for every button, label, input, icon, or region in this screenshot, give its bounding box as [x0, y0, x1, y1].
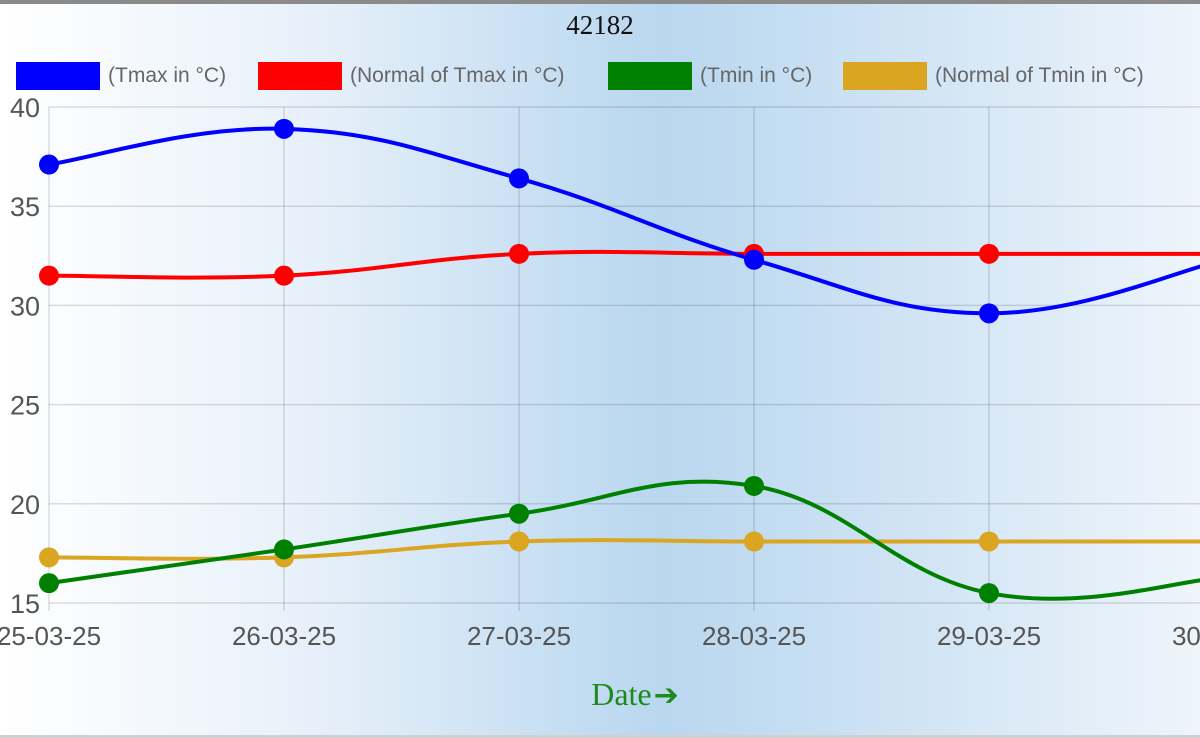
legend-label-normal-tmax: (Normal of Tmax in °C) [350, 64, 565, 87]
data-point-tmax [979, 303, 999, 324]
data-point-tmin [39, 573, 59, 594]
series-line-tmax [47, 126, 1200, 316]
data-point-tmin [509, 503, 529, 524]
data-point-normal-tmax [39, 265, 59, 286]
series-lines [47, 126, 1200, 601]
x-axis-title: Date➔ [0, 676, 1200, 713]
legend-swatch-tmax [16, 62, 100, 90]
data-point-normal-tmin [979, 531, 999, 552]
data-point-normal-tmax [274, 265, 294, 286]
series-line-tmin [47, 479, 1200, 601]
legend-swatch-normal-tmax [258, 62, 342, 90]
chart-title: 42182 [566, 10, 634, 40]
legend-item-normal-tmax[interactable]: (Normal of Tmax in °C) [258, 56, 565, 96]
bottom-border [0, 735, 1200, 738]
data-point-normal-tmax [979, 243, 999, 264]
legend-swatch-tmin [608, 62, 692, 90]
legend-label-normal-tmin: (Normal of Tmin in °C) [935, 64, 1144, 87]
series-line-normal-tmax [47, 249, 1200, 280]
y-tick-label: 35 [10, 192, 40, 222]
right-arrow-icon: ➔ [653, 678, 679, 713]
x-tick-label: 29-03-25 [937, 621, 1041, 651]
y-tick-label: 40 [10, 93, 40, 123]
y-tick-label: 30 [10, 291, 40, 321]
data-point-tmin [744, 475, 764, 496]
data-point-tmax [509, 168, 529, 189]
x-axis-ticks: 25-03-25 26-03-25 27-03-25 28-03-25 29-03-25… [0, 621, 1200, 651]
x-tick-label: 30-03-25 [1172, 621, 1200, 651]
legend-label-tmin: (Tmin in °C) [700, 64, 813, 87]
legend-item-tmax[interactable]: (Tmax in °C) [16, 56, 226, 96]
data-point-normal-tmin [39, 547, 59, 568]
legend-item-normal-tmin[interactable]: (Normal of Tmin in °C) [843, 56, 1144, 96]
x-tick-label: 27-03-25 [467, 621, 571, 651]
data-point-normal-tmin [744, 531, 764, 552]
data-point-normal-tmax [509, 243, 529, 264]
data-point-tmin [979, 583, 999, 604]
data-point-tmax [744, 249, 764, 270]
y-tick-label: 25 [10, 391, 40, 421]
top-border [0, 0, 1200, 4]
data-point-tmax [274, 118, 294, 139]
x-tick-label: 25-03-25 [0, 621, 101, 651]
legend: (Tmax in °C) (Normal of Tmax in °C) (Tmi… [0, 56, 1200, 96]
series-points [39, 118, 999, 604]
legend-item-tmin[interactable]: (Tmin in °C) [608, 56, 812, 96]
y-axis-ticks: 15 20 25 30 35 40 [10, 93, 40, 619]
y-tick-label: 15 [10, 589, 40, 619]
data-point-tmax [39, 154, 59, 175]
x-tick-label: 28-03-25 [702, 621, 806, 651]
series-line-normal-tmin [47, 538, 1200, 561]
data-point-normal-tmin [509, 531, 529, 552]
data-point-tmin [274, 539, 294, 560]
y-tick-label: 20 [10, 490, 40, 520]
grid [48, 106, 1200, 611]
legend-swatch-normal-tmin [843, 62, 927, 90]
x-axis-title-text: Date [591, 676, 652, 712]
x-tick-label: 26-03-25 [232, 621, 336, 651]
legend-label-tmax: (Tmax in °C) [108, 64, 227, 87]
